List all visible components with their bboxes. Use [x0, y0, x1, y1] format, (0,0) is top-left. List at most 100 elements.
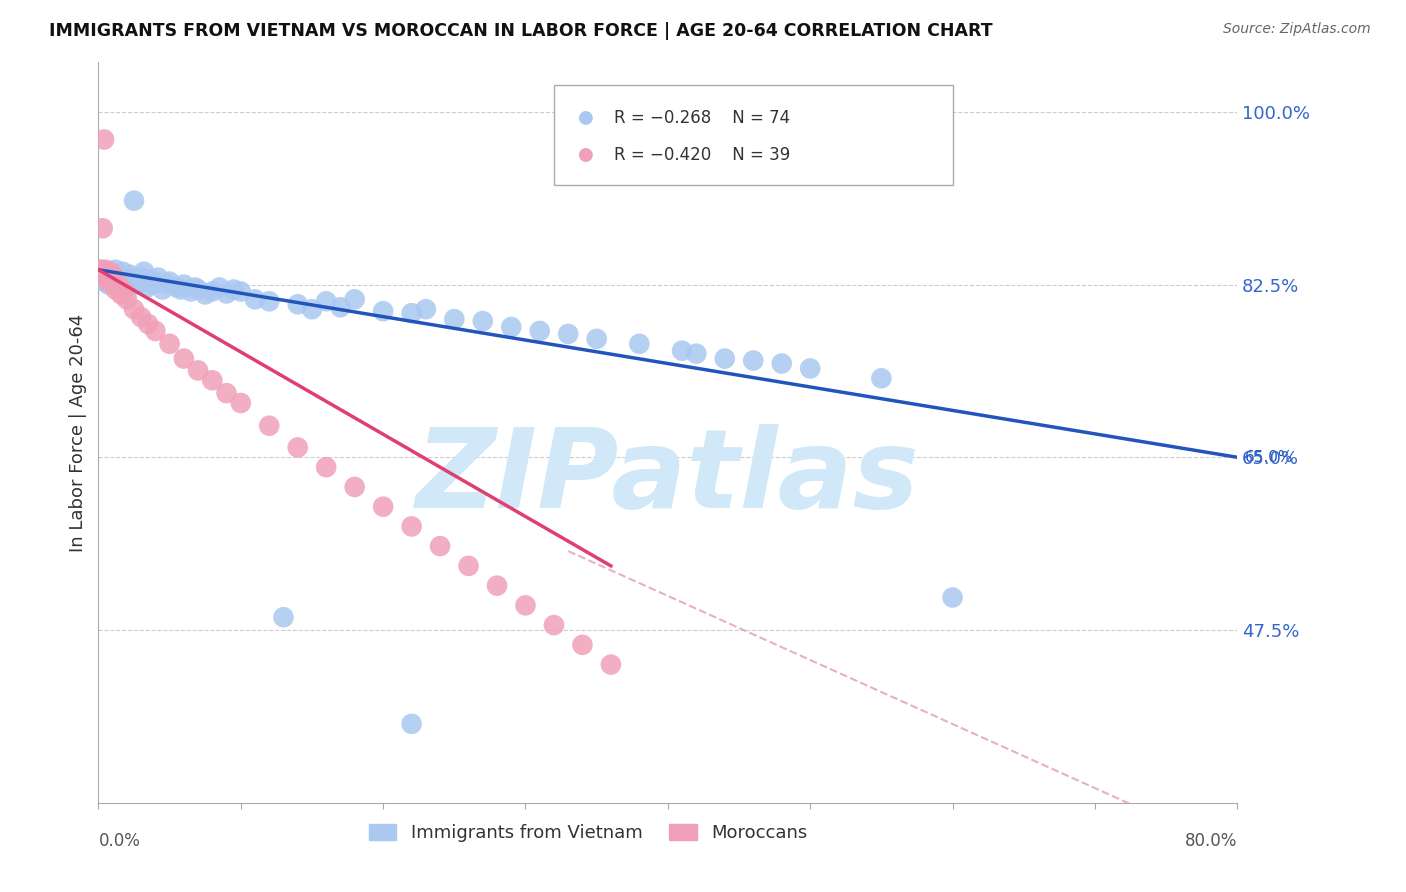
Point: [152, 283, 174, 297]
Point: [138, 272, 160, 286]
Point: [671, 343, 693, 358]
Point: [457, 558, 479, 573]
Point: [529, 324, 551, 338]
Point: [101, 268, 124, 282]
Point: [696, 228, 718, 243]
Point: [103, 268, 125, 282]
Point: [91, 221, 114, 235]
Point: [401, 716, 423, 731]
Legend: Immigrants from Vietnam, Moroccans: Immigrants from Vietnam, Moroccans: [361, 816, 814, 849]
Point: [557, 326, 579, 341]
Point: [93, 132, 115, 146]
Point: [107, 277, 129, 292]
Point: [132, 265, 155, 279]
Point: [105, 275, 128, 289]
Point: [159, 275, 181, 289]
Point: [628, 336, 651, 351]
Text: ZIPatlas: ZIPatlas: [416, 424, 920, 531]
Point: [315, 294, 337, 309]
Point: [90, 268, 112, 282]
Point: [222, 283, 245, 297]
Point: [135, 280, 157, 294]
Point: [501, 320, 523, 334]
Point: [215, 286, 238, 301]
Point: [486, 579, 509, 593]
Point: [145, 275, 167, 289]
Point: [471, 314, 494, 328]
Point: [373, 304, 395, 318]
Point: [443, 312, 465, 326]
Point: [173, 351, 195, 366]
Point: [112, 285, 135, 299]
Point: [104, 262, 127, 277]
Point: [98, 265, 121, 279]
Point: [259, 294, 281, 309]
Point: [98, 272, 121, 286]
Point: [180, 285, 202, 299]
Point: [111, 265, 134, 279]
Point: [97, 275, 120, 289]
Point: [91, 268, 114, 282]
Point: [122, 194, 145, 208]
Text: 65.0%: 65.0%: [1244, 450, 1294, 465]
Point: [118, 268, 141, 282]
Point: [315, 460, 337, 475]
Point: [243, 293, 266, 307]
Point: [515, 599, 537, 613]
Point: [373, 500, 395, 514]
Point: [94, 270, 117, 285]
Point: [145, 324, 167, 338]
Point: [770, 357, 793, 371]
Point: [129, 310, 152, 325]
Point: [122, 302, 145, 317]
Point: [94, 262, 117, 277]
Point: [104, 283, 127, 297]
Point: [187, 363, 209, 377]
Point: [110, 272, 132, 286]
Point: [129, 270, 152, 285]
Point: [585, 332, 607, 346]
Text: R = −0.268    N = 74: R = −0.268 N = 74: [614, 109, 790, 127]
Point: [259, 418, 281, 433]
Point: [159, 336, 181, 351]
Point: [166, 280, 188, 294]
Point: [127, 275, 149, 289]
Point: [287, 441, 309, 455]
Point: [115, 293, 138, 307]
FancyBboxPatch shape: [554, 85, 953, 185]
Point: [287, 297, 309, 311]
Point: [156, 277, 179, 291]
Point: [201, 285, 224, 299]
Text: Source: ZipAtlas.com: Source: ZipAtlas.com: [1223, 22, 1371, 37]
Point: [121, 272, 143, 286]
Point: [112, 277, 135, 292]
Point: [742, 353, 765, 368]
Point: [343, 293, 366, 307]
Point: [115, 275, 138, 289]
Point: [148, 270, 170, 285]
Point: [401, 306, 423, 320]
Point: [215, 386, 238, 401]
Text: IMMIGRANTS FROM VIETNAM VS MOROCCAN IN LABOR FORCE | AGE 20-64 CORRELATION CHART: IMMIGRANTS FROM VIETNAM VS MOROCCAN IN L…: [49, 22, 993, 40]
Point: [108, 277, 131, 291]
Point: [173, 277, 195, 292]
Point: [329, 300, 352, 314]
Point: [97, 277, 120, 292]
Point: [90, 262, 112, 277]
Point: [942, 591, 965, 605]
Point: [543, 618, 565, 632]
Point: [91, 265, 114, 279]
Point: [714, 351, 737, 366]
Point: [110, 287, 132, 301]
Point: [870, 371, 893, 385]
Point: [187, 283, 209, 297]
Point: [799, 361, 821, 376]
Point: [136, 317, 159, 331]
Y-axis label: In Labor Force | Age 20-64: In Labor Force | Age 20-64: [69, 313, 87, 552]
Point: [96, 265, 118, 279]
Text: 80.0%: 80.0%: [1185, 832, 1237, 850]
Point: [96, 270, 118, 285]
Point: [571, 638, 593, 652]
Point: [229, 396, 252, 410]
Point: [93, 275, 115, 289]
